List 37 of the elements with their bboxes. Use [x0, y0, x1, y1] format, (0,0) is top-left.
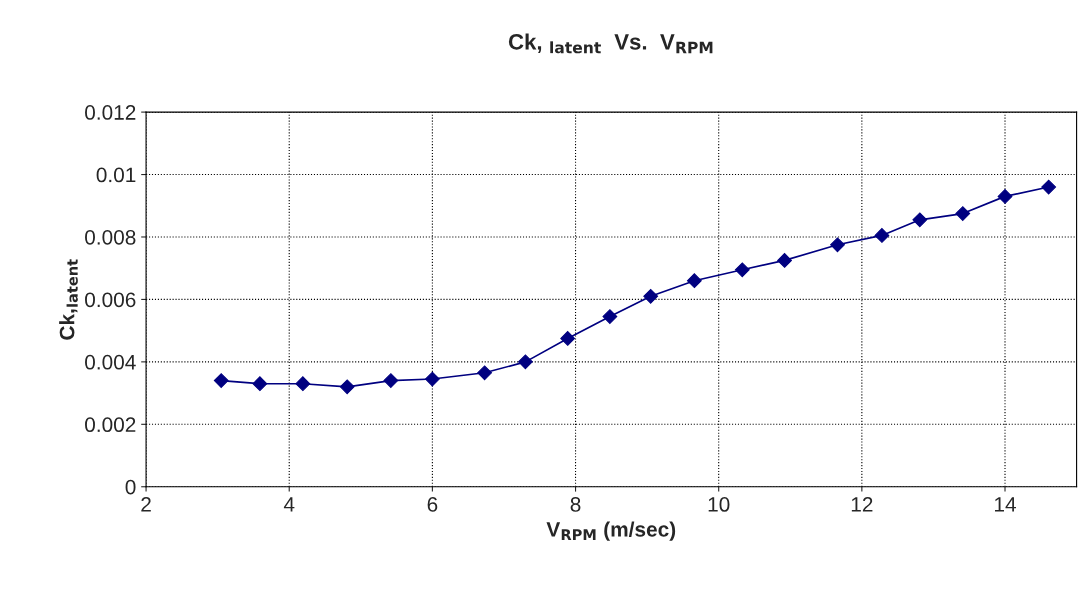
point: [686, 273, 702, 289]
x-tick-label: 4: [283, 497, 295, 512]
y-axis-title: Ck,$_{latent}$: [59, 259, 78, 340]
y-tick-label: 0.004: [85, 354, 136, 370]
point: [560, 331, 576, 346]
x-tick-label: 6: [427, 497, 438, 512]
point: [955, 206, 971, 221]
x-tick-label: 2: [141, 497, 151, 512]
point: [602, 309, 618, 324]
point: [874, 228, 890, 243]
y-tick-label: 0.01: [96, 167, 136, 183]
point: [477, 365, 493, 381]
y-tick-label: 0.008: [85, 229, 136, 245]
point: [643, 288, 659, 304]
point: [213, 373, 229, 388]
x-tick-label: 14: [995, 497, 1016, 512]
x-tick-label: 12: [851, 497, 873, 512]
point: [830, 237, 845, 253]
x-tick-label: 8: [570, 497, 581, 512]
y-tick-label: 0.002: [85, 417, 136, 433]
point: [339, 379, 355, 395]
y-tick-label: 0: [125, 479, 136, 495]
point: [997, 189, 1013, 204]
point: [1041, 179, 1057, 195]
y-tick-label: 0.006: [85, 292, 136, 308]
point: [295, 376, 311, 392]
point: [777, 253, 792, 268]
x-axis-title: V$_{RPM}$ (m/sec): [546, 521, 676, 541]
y-tick-label: 0.012: [85, 105, 136, 120]
point: [424, 371, 440, 387]
point: [383, 373, 399, 388]
point: [734, 262, 750, 278]
point: [518, 354, 533, 370]
x-tick-label: 10: [708, 497, 730, 512]
point: [252, 376, 268, 392]
point: [912, 212, 928, 228]
chart-title: Ck, $_{latent}$ Vs. V$_{RPM}$: [508, 33, 713, 54]
